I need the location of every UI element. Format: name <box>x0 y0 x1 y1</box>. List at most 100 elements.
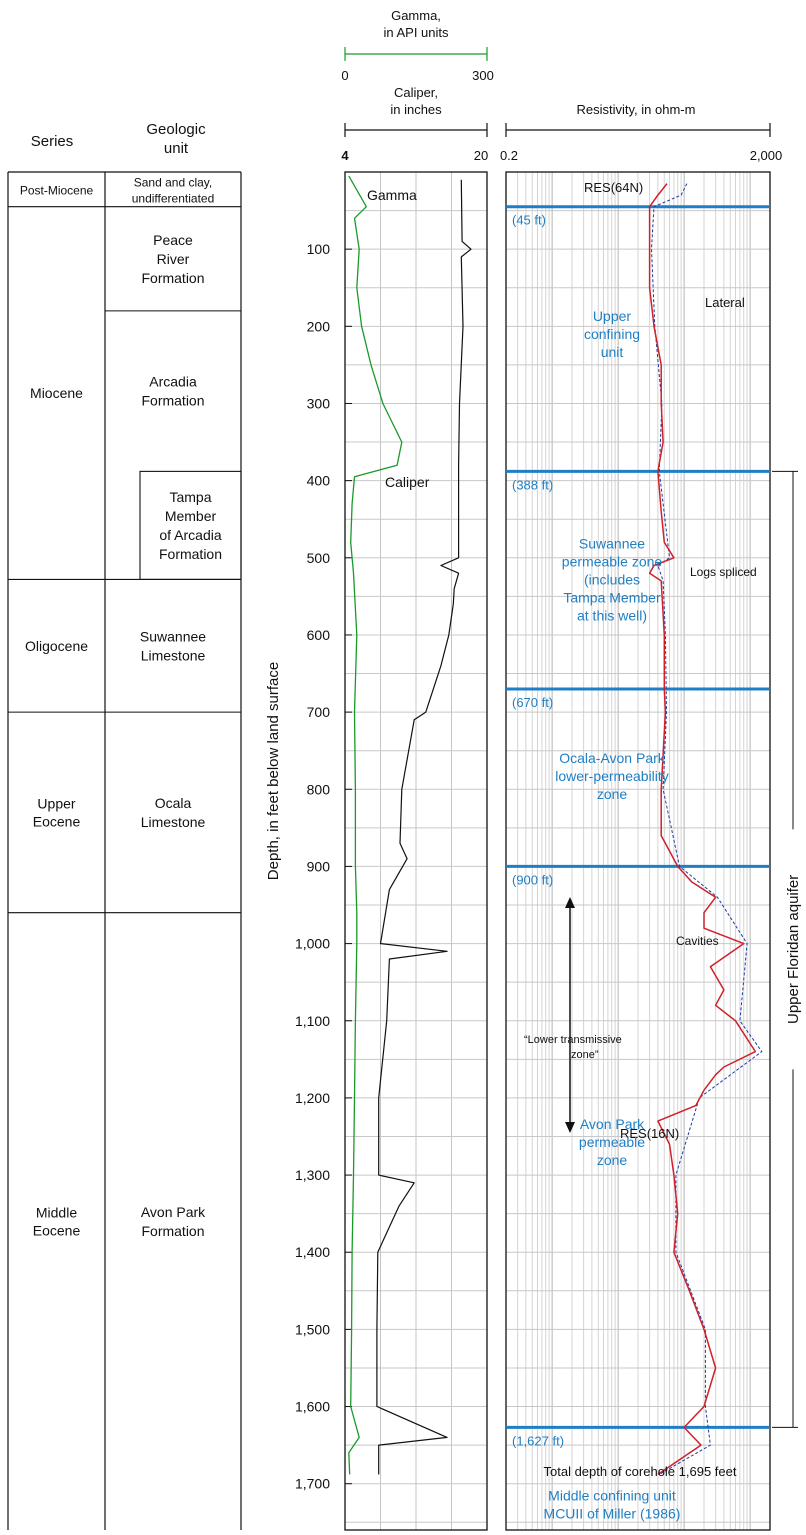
gamma-caliper-track-frame <box>344 171 488 1531</box>
hydro-zone-label: unit <box>601 344 624 360</box>
zone-boundaries: (45 ft) (388 ft) (670 ft) (900 ft) (1,627 ft… <box>506 205 770 1448</box>
depth-tick-label: 1,400 <box>295 1244 330 1260</box>
depth-axis-title: Depth, in feet below land surface <box>265 662 282 880</box>
zone-boundary-label: (900 ft) <box>512 872 553 887</box>
depth-tick-label: 100 <box>307 241 331 257</box>
member-box <box>139 470 242 580</box>
total-depth-label: Total depth of corehole 1,695 feet <box>544 1464 737 1479</box>
resistivity-max-label: 2,000 <box>750 148 783 163</box>
zone-boundary-label: (1,627 ft) <box>512 1433 564 1448</box>
hydro-zone-label: permeable zone <box>562 553 663 569</box>
transmissive-arrow-up <box>565 897 575 908</box>
series-label: Post-Miocene <box>20 183 94 197</box>
zone-boundary-label: (670 ft) <box>512 695 553 710</box>
cavities-label: Cavities <box>676 934 719 948</box>
caliper-axis-title: in inches <box>390 102 442 117</box>
depth-tick-label: 600 <box>307 627 331 643</box>
depth-tick-label: 800 <box>307 781 331 797</box>
caliper-curve-label: Caliper <box>385 474 430 490</box>
hydro-zone-label: at this well) <box>577 607 647 623</box>
depth-tick-label: 500 <box>307 550 331 566</box>
caliper-min-label: 4 <box>341 148 349 163</box>
series-label: Eocene <box>33 1222 81 1238</box>
log-curves <box>348 175 763 1476</box>
stratigraphy-columns: Post-Miocene Miocene Oligocene Upper Eocene M… <box>7 171 242 1530</box>
depth-tick-label: 1,200 <box>295 1090 330 1106</box>
gamma-axis-title: in API units <box>383 25 449 40</box>
geologic-unit-label: Formation <box>141 270 204 286</box>
geologic-unit-label: Sand and clay, <box>134 175 213 189</box>
depth-tick-label: 300 <box>307 395 331 411</box>
res16n-label: RES(16N) <box>620 1126 679 1141</box>
geologic-unit-label: Peace <box>153 232 193 248</box>
hydro-zone-label: MCUII of Miller (1986) <box>544 1506 681 1522</box>
lower-transmissive-label: zone” <box>571 1049 599 1061</box>
resistivity-min-label: 0.2 <box>500 148 518 163</box>
grid-layer <box>345 172 770 1530</box>
resistivity-axis-title: Resistivity, in ohm-m <box>577 102 696 117</box>
depth-axis: 100 200 300 400 500 600 700 800 900 1,000 1,100 1,2… <box>265 241 352 1492</box>
zone-boundary-label: (45 ft) <box>512 213 546 228</box>
caliper-axis-title: Caliper, <box>394 85 438 100</box>
geologic-unit-label: River <box>157 251 190 267</box>
depth-tick-label: 1,500 <box>295 1321 330 1337</box>
series-label: Upper <box>37 795 75 811</box>
geologic-unit-label: Tampa <box>169 489 211 505</box>
geologic-unit-label: Member <box>165 508 217 524</box>
gamma-curve <box>348 175 403 1475</box>
geologic-unit-label: Formation <box>159 546 222 562</box>
series-label: Eocene <box>33 813 81 829</box>
depth-tick-label: 1,000 <box>295 936 330 952</box>
hydro-zone-label: permeable <box>579 1134 645 1150</box>
caliper-max-label: 20 <box>474 148 488 163</box>
hydro-zone-label: Avon Park <box>580 1116 645 1132</box>
depth-tick-label: 1,100 <box>295 1013 330 1029</box>
hydro-zone-label: (includes <box>584 571 640 587</box>
zone-boundary-label: (388 ft) <box>512 477 553 492</box>
res64n-label: RES(64N) <box>584 180 643 195</box>
hydro-zone-label: Tampa Member <box>563 589 661 605</box>
hydro-zone-label: Suwannee <box>579 535 645 551</box>
geologic-unit-label: Formation <box>141 393 204 409</box>
gamma-max-label: 300 <box>472 68 494 83</box>
hydro-zone-label: Upper <box>593 308 631 324</box>
geologic-unit-label: Arcadia <box>149 374 197 390</box>
res64n-curve <box>651 183 763 1475</box>
depth-tick-label: 700 <box>307 704 331 720</box>
lower-transmissive-label: “Lower transmissive <box>524 1034 622 1046</box>
series-label: Miocene <box>30 385 83 401</box>
geologic-unit-label: Suwannee <box>140 628 206 644</box>
geologic-unit-label: Avon Park <box>141 1204 206 1220</box>
res16n-curve <box>648 183 757 1476</box>
geologic-unit-label: Limestone <box>141 814 206 830</box>
hydro-zone-label: Middle confining unit <box>548 1488 676 1504</box>
depth-tick-label: 1,600 <box>295 1399 330 1415</box>
series-column-header: Series <box>31 133 74 150</box>
depth-tick-label: 400 <box>307 473 331 489</box>
depth-tick-label: 1,700 <box>295 1476 330 1492</box>
transmissive-arrow-down <box>565 1122 575 1133</box>
series-label: Oligocene <box>25 638 88 654</box>
hydro-zone-label: zone <box>597 1152 628 1168</box>
depth-tick-label: 900 <box>307 858 331 874</box>
gamma-axis-title: Gamma, <box>391 8 441 23</box>
header-layer: Gamma, in API units 0 300 Caliper, in inches 4… <box>31 8 783 163</box>
geologic-unit-label: Limestone <box>141 647 206 663</box>
gamma-min-label: 0 <box>341 68 348 83</box>
depth-tick-label: 1,300 <box>295 1167 330 1183</box>
hydro-zone-label: zone <box>597 786 628 802</box>
unit-column-header: unit <box>164 140 189 157</box>
frame-layer <box>344 171 771 1531</box>
depth-tick-label: 200 <box>307 318 331 334</box>
hydro-zone-label: confining <box>584 326 640 342</box>
annotation-layer: Gamma Caliper RES(64N) Lateral Logs spliced C… <box>367 180 802 1522</box>
aquifer-label: Upper Floridan aquifer <box>785 875 802 1024</box>
logs-spliced-label: Logs spliced <box>690 565 757 579</box>
geologic-unit-label: Ocala <box>155 795 192 811</box>
gamma-curve-label: Gamma <box>367 187 417 203</box>
geologic-unit-label: of Arcadia <box>159 527 221 543</box>
unit-column-header: Geologic <box>146 121 206 138</box>
caliper-curve <box>376 179 472 1475</box>
series-label: Middle <box>36 1204 77 1220</box>
